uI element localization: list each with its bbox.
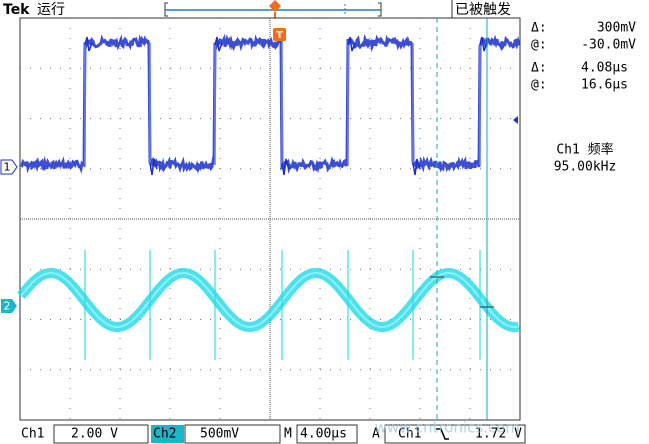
footer: Ch1 2.00 V Ch2 500mV M 4.00µs A Ch1 1.72…	[21, 424, 526, 444]
trigger-level: 1.72 V	[475, 427, 522, 442]
ch1-marker	[0, 159, 18, 175]
measurement-value: 95.00kHz	[554, 160, 617, 175]
trigger-source: Ch1	[398, 427, 421, 442]
time-scale: 4.00µs	[300, 427, 347, 442]
ch2-marker-label: 2	[4, 300, 11, 313]
run-status: 运行	[37, 2, 65, 18]
ch1-marker-label: 1	[4, 161, 11, 174]
time-label: M	[284, 427, 292, 442]
ch1-ringing	[479, 36, 488, 52]
trigger-state: 已被触发	[455, 2, 511, 18]
ch1-trace-noise	[20, 33, 521, 174]
cursor-readouts: Δ: 300mV @: -30.0mV Δ: 4.08µs @: 16.6µs …	[531, 21, 636, 175]
readout-label: @:	[531, 38, 547, 53]
ch2-label: Ch2	[153, 427, 176, 442]
ch1-label: Ch1	[21, 427, 44, 442]
readout-label: Δ:	[531, 21, 547, 36]
trigger-marker: T	[276, 30, 283, 41]
ch2-scale-box	[184, 424, 281, 444]
trigger-marker-box	[273, 28, 286, 41]
trigger-box	[384, 424, 526, 444]
ch2-marker	[1, 299, 17, 313]
ch1-ringing	[214, 36, 223, 52]
time-scale-box	[296, 424, 358, 444]
ch1-scale: 2.00 V	[71, 427, 118, 442]
waveforms	[17, 18, 521, 420]
graticule	[20, 18, 520, 420]
falling-edge-icon	[436, 428, 449, 440]
measurement-label: Ch1 频率	[556, 142, 613, 158]
trigger-position-marker	[269, 0, 281, 12]
ch1-ringing	[347, 36, 356, 52]
trigger-level-marker	[513, 116, 518, 124]
trigger-label: A	[372, 427, 380, 442]
watermark: www.cntronics.com	[375, 419, 520, 437]
ch1-scale-box	[53, 424, 149, 444]
brand: Tek	[3, 2, 30, 18]
ch1-ringing	[281, 158, 290, 176]
ch2-scale: 500mV	[200, 427, 239, 442]
readout-label: @:	[531, 78, 547, 93]
readout-label: Δ:	[531, 61, 547, 76]
ch1-ringing	[412, 158, 421, 176]
readout-value: 16.6µs	[581, 78, 628, 93]
ch2-label-box	[151, 425, 184, 443]
readout-value: 300mV	[597, 21, 636, 36]
readout-value: 4.08µs	[581, 61, 628, 76]
ch1-ringing	[84, 36, 93, 52]
ch1-ringing	[149, 158, 158, 176]
readout-value: -30.0mV	[581, 38, 636, 53]
